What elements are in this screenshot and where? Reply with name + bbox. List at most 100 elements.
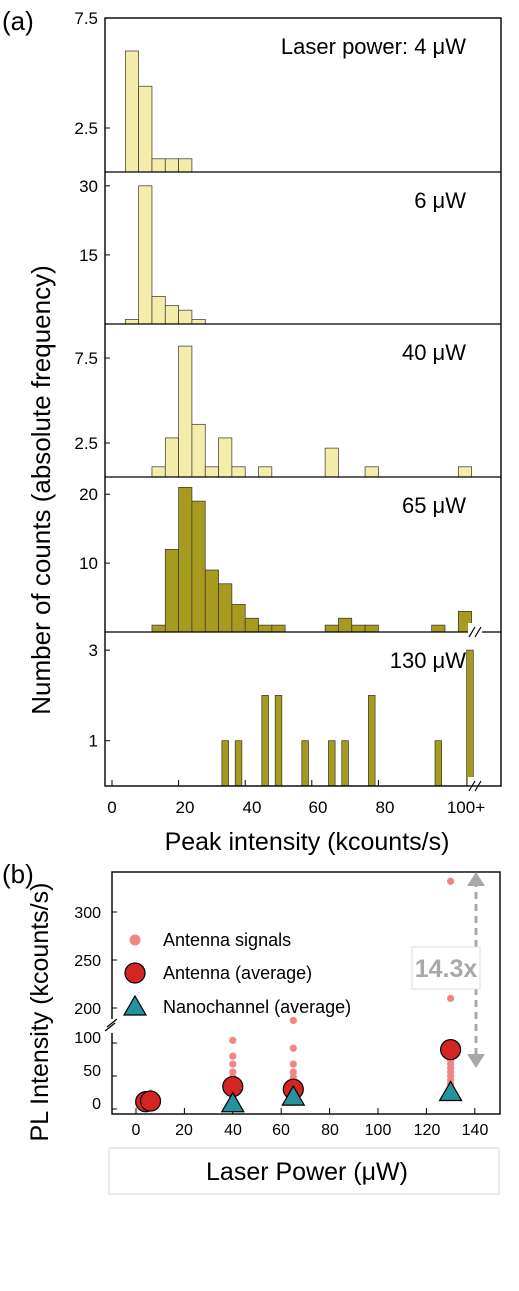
- panel-a-xtick-80: 80: [376, 798, 395, 817]
- bar-40uw-8: [324, 447, 339, 478]
- bar-40uw-5: [218, 437, 233, 478]
- panel-a-xtick-40: 40: [243, 798, 262, 817]
- panel-b-xtick-60: 60: [272, 1122, 290, 1139]
- ytick-label-130uw-0: 1: [89, 732, 98, 751]
- bar-65uw-5: [218, 583, 233, 633]
- panel-b-ytick-100: 100: [74, 1030, 101, 1047]
- bar-40uw-1: [164, 437, 179, 478]
- axis-break-gap-0: [468, 623, 482, 641]
- panel-b-ytick-50: 50: [83, 1063, 101, 1080]
- histogram-title-40uw: 40 μW: [402, 340, 466, 365]
- ytick-label-40uw-0: 2.5: [74, 434, 98, 453]
- bar-130uw-8: [434, 740, 443, 787]
- panel-b-xtick-0: 0: [132, 1122, 141, 1139]
- ytick-label-6uw-1: 30: [79, 177, 98, 196]
- panel-a-xtick-60: 60: [309, 798, 328, 817]
- panel-b-ytick-200: 200: [74, 1001, 101, 1018]
- antenna-signal-point-37: [447, 994, 455, 1003]
- enhancement-label: 14.3x: [415, 955, 478, 983]
- bar-65uw-7: [244, 617, 259, 633]
- bar-130uw-7: [368, 695, 376, 787]
- bar-4uw-0: [124, 50, 139, 173]
- bar-65uw-13: [364, 624, 379, 633]
- bar-65uw-14: [431, 624, 446, 633]
- nanochannel-average-point-1: [281, 1084, 306, 1106]
- legend-signal-marker: [129, 934, 141, 946]
- panel-b-xtick-80: 80: [321, 1122, 339, 1139]
- bar-4uw-1: [138, 85, 153, 173]
- bar-40uw-2: [178, 345, 193, 478]
- bar-65uw-4: [204, 569, 219, 633]
- panel-b-xtick-140: 140: [462, 1122, 489, 1139]
- ytick-label-130uw-1: 3: [89, 641, 98, 660]
- histogram-title-130uw: 130 μW: [390, 648, 466, 673]
- panel-b-xtick-100: 100: [365, 1122, 392, 1139]
- legend-average-label: Antenna (average): [163, 963, 312, 983]
- bar-130uw-5: [328, 740, 336, 787]
- bar-65uw-11: [338, 617, 353, 633]
- bar-4uw-3: [164, 158, 179, 173]
- legend-average-marker: [124, 962, 146, 984]
- histogram-stack: 2.5 7.5 Laser power: 4 μW 15 30 6 μW 2.5 7.5 40 …: [74, 9, 501, 795]
- panel-a-ylabel: Number of counts (absolute frequency): [26, 265, 56, 714]
- antenna-signal-point-25: [289, 1044, 297, 1052]
- antenna-signal-point-15: [229, 1052, 237, 1060]
- panel-a-xtick-20: 20: [176, 798, 195, 817]
- panel-b-ylabel: PL Intensity (kcounts/s): [26, 883, 54, 1142]
- antenna-signal-point-16: [229, 1036, 237, 1044]
- b-axis-break-mark-1: [106, 1018, 118, 1028]
- scatter-plot: [104, 877, 476, 1114]
- panel-a-xtick-0: 0: [107, 798, 116, 817]
- bar-65uw-9: [271, 624, 286, 633]
- bar-40uw-3: [191, 423, 206, 478]
- bar-130uw-1: [234, 740, 243, 787]
- enhancement-annotation: 14.3x: [411, 872, 485, 1068]
- bar-6uw-2: [151, 296, 166, 325]
- axis-break-mark-a-0: [468, 626, 476, 638]
- panel-b-ytick-300: 300: [74, 905, 101, 922]
- antenna-signal-point-38: [447, 877, 455, 885]
- ytick-label-65uw-1: 20: [79, 485, 98, 504]
- enhancement-arrow-head-bottom: [467, 1054, 485, 1068]
- ytick-label-4uw-0: 2.5: [74, 119, 98, 138]
- bar-6uw-1: [138, 185, 153, 325]
- bar-40uw-10: [457, 466, 472, 478]
- bar-65uw-12: [351, 624, 366, 633]
- nanochannel-average-point-0: [220, 1091, 245, 1113]
- antenna-signal-point-26: [289, 1016, 297, 1025]
- bar-40uw-7: [258, 466, 273, 478]
- ytick-label-40uw-1: 7.5: [74, 349, 98, 368]
- panel-b-xtick-40: 40: [224, 1122, 242, 1139]
- enhancement-label-box: [411, 946, 481, 990]
- bar-40uw-6: [231, 466, 246, 478]
- bar-65uw-6: [231, 604, 246, 633]
- bar-130uw-6: [341, 740, 349, 787]
- antenna-average-point-4: [440, 1038, 462, 1061]
- bar-130uw-2: [261, 695, 269, 787]
- panel-b-label: (b): [2, 859, 34, 889]
- panel-b-x-axis: 0 20 40 60 80 100 120 140: [132, 1122, 489, 1139]
- panel-b-ytick-0: 0: [92, 1096, 101, 1113]
- panel-b-axes-frame: [111, 871, 501, 1115]
- panel-a-x-axis: 0 20 40 60 80 100+: [107, 798, 485, 817]
- axis-break-mark-b-0: [474, 626, 482, 638]
- b-axis-break-mark-0: [104, 1022, 116, 1032]
- bar-65uw-0: [151, 624, 166, 633]
- panel-a-axes-frame: [104, 17, 502, 787]
- bar-65uw-8: [258, 624, 273, 633]
- bar-40uw-9: [364, 466, 379, 478]
- histogram-title-65uw: 65 μW: [402, 493, 466, 518]
- bar-130uw-3: [274, 695, 283, 787]
- bar-6uw-5: [191, 319, 206, 325]
- panel-b-legend: Antenna signals Antenna (average) Nanoch…: [122, 930, 351, 1017]
- bar-6uw-3: [164, 305, 179, 325]
- bar-65uw-3: [191, 500, 206, 633]
- bar-65uw-1: [164, 548, 179, 633]
- panel-b-xlabel: Laser Power (μW): [206, 1158, 408, 1186]
- bar-40uw-4: [204, 466, 219, 478]
- nanochannel-average-point-2: [438, 1080, 463, 1102]
- bar-40uw-0: [151, 466, 166, 478]
- bar-4uw-4: [178, 158, 193, 173]
- panel-b-y-axis: 200 250 300 0 50 100: [74, 905, 101, 1113]
